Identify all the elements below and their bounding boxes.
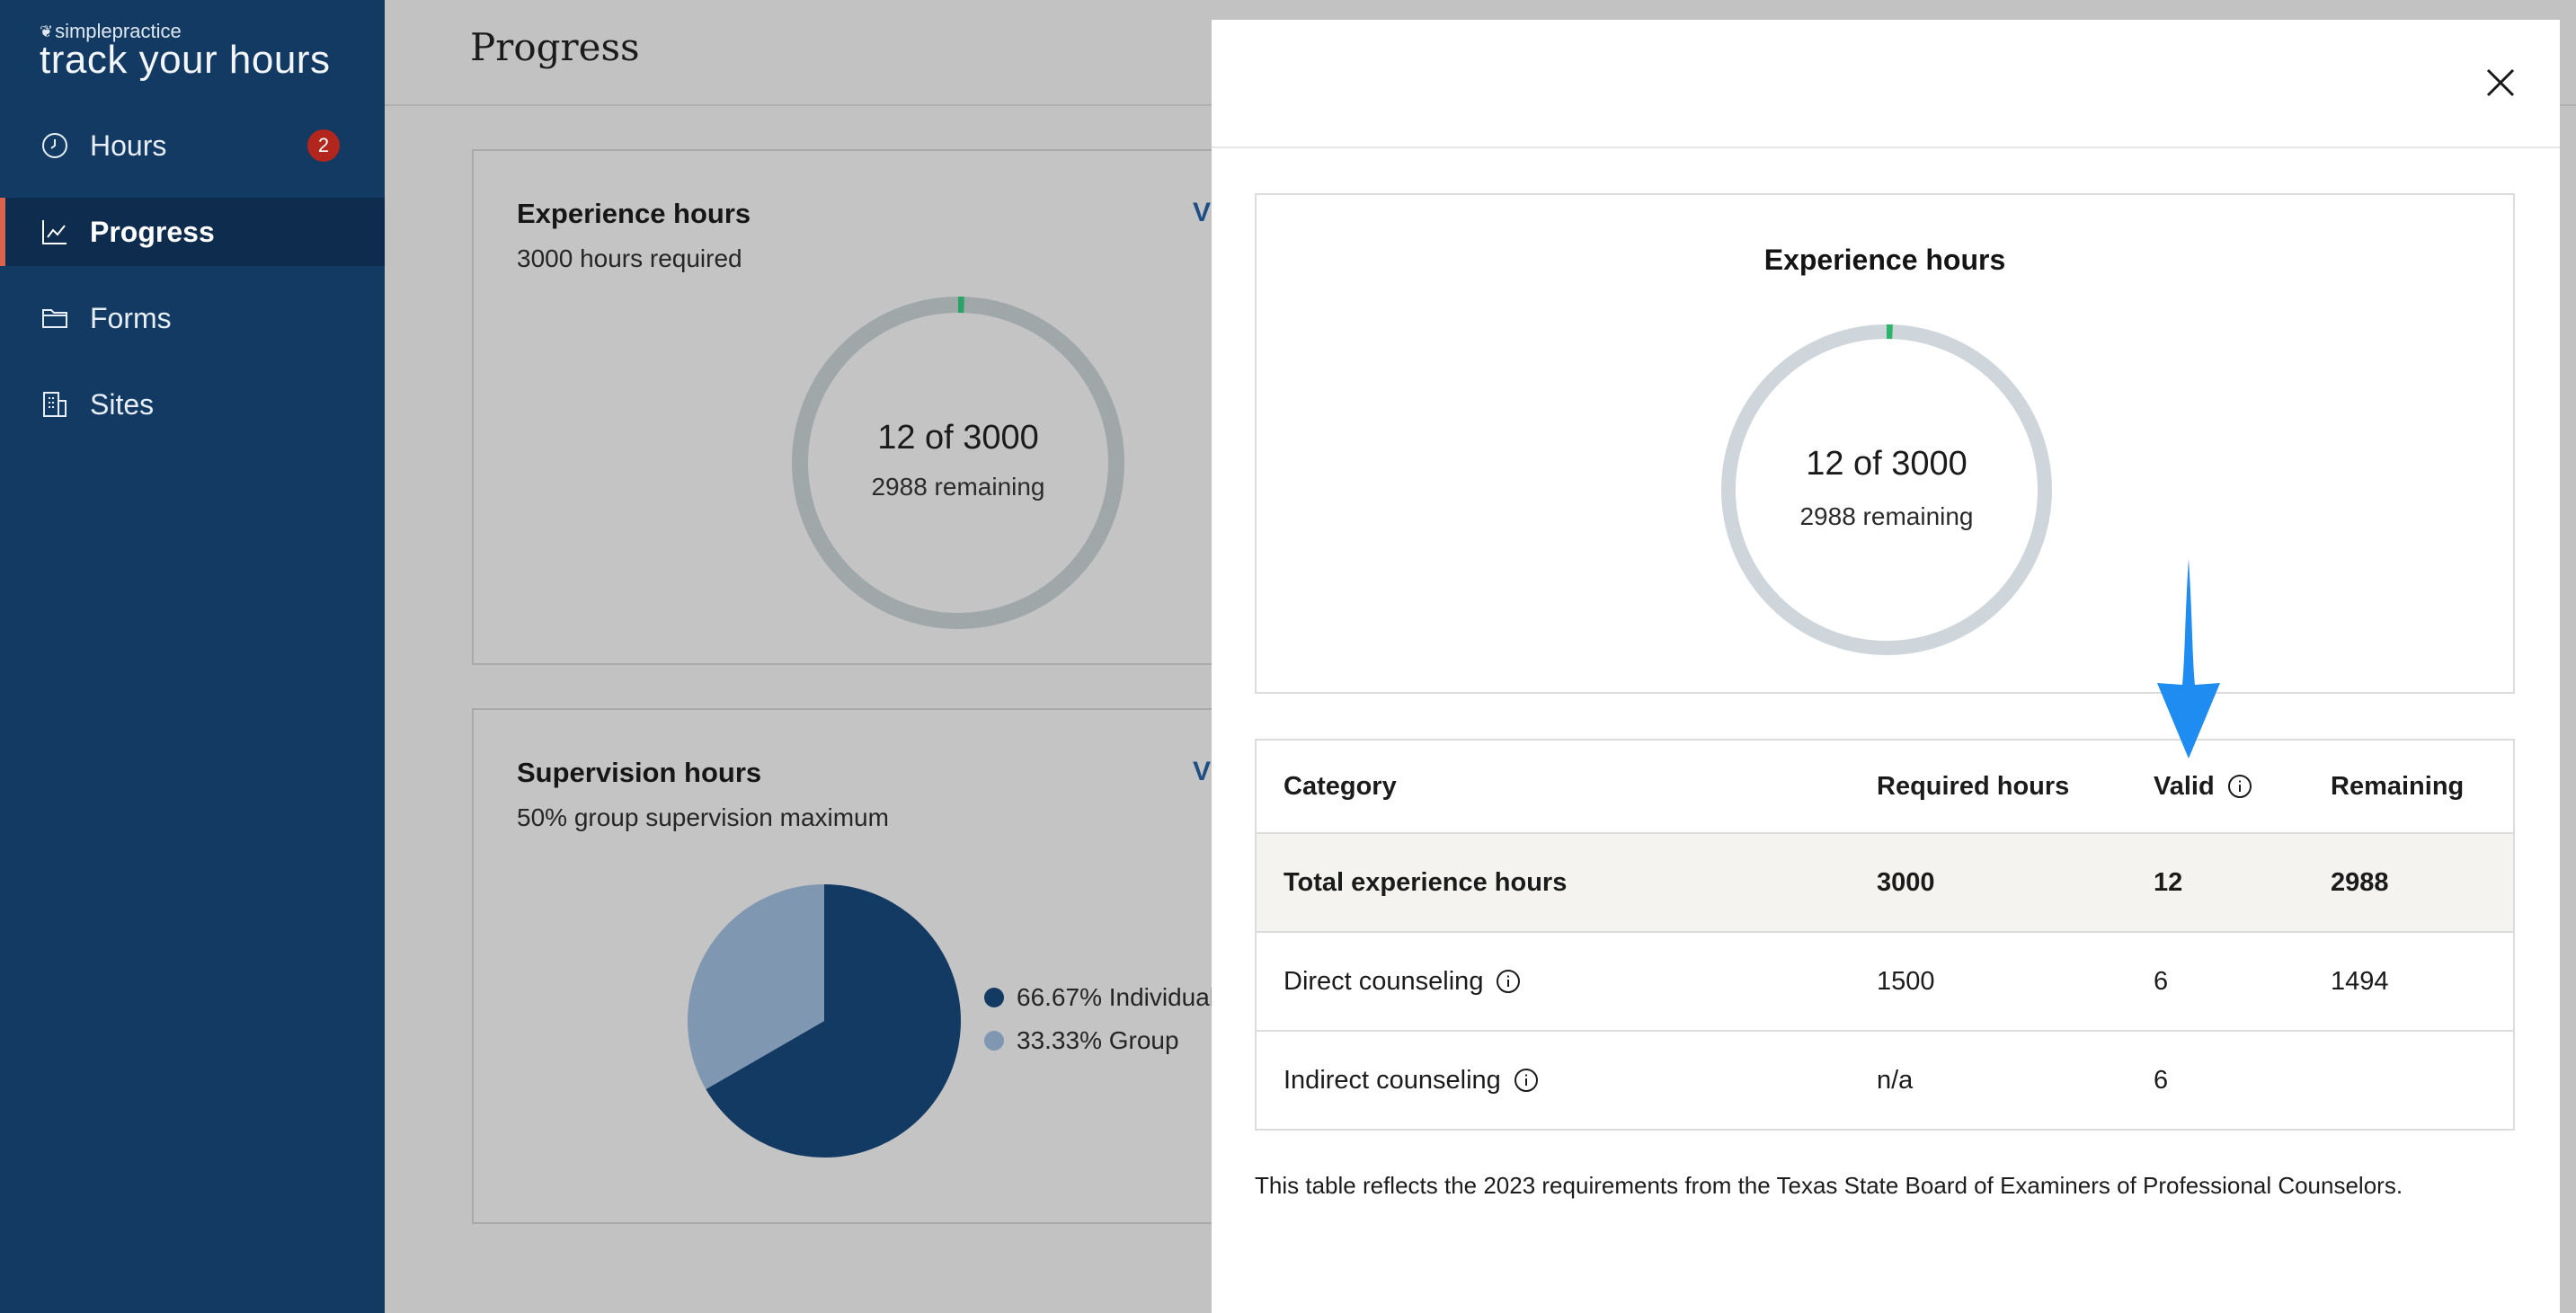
brand-logo[interactable]: track your hours — [40, 38, 331, 82]
table-row: Total experience hours 3000 12 2988 — [1257, 832, 2513, 931]
annotation-arrow-icon — [2157, 559, 2220, 759]
clock-icon — [40, 130, 70, 161]
table-header-row: Category Required hours Valid Remaining — [1257, 741, 2513, 832]
ring-value: 12 of 3000 — [1806, 445, 1968, 483]
close-icon — [2486, 68, 2515, 97]
ring-remaining: 2988 remaining — [871, 473, 1045, 501]
ring-remaining: 2988 remaining — [1799, 502, 1974, 530]
folder-icon — [40, 303, 70, 333]
cell-required: 3000 — [1877, 867, 1935, 897]
sidebar-item-label: Hours — [90, 129, 167, 162]
legend-dot — [984, 988, 1004, 1007]
card-title: Experience hours — [517, 198, 751, 229]
requirements-table: Category Required hours Valid Remaining … — [1255, 739, 2515, 1131]
card-title: Supervision hours — [517, 757, 762, 788]
sidebar: ❦ simplepractice track your hours Hours … — [0, 0, 385, 1313]
supervision-pie-chart — [688, 884, 961, 1158]
drawer-header — [1212, 20, 2560, 148]
summary-card: Experience hours 12 of 3000 2988 remaini… — [1255, 193, 2515, 694]
info-icon[interactable] — [2227, 774, 2252, 799]
info-icon[interactable] — [1514, 1068, 1539, 1093]
cell-remaining: 1494 — [2331, 966, 2389, 996]
cell-valid: 12 — [2154, 867, 2183, 897]
experience-progress-ring: 12 of 3000 2988 remaining — [788, 293, 1128, 633]
legend-label: 33.33% Group — [1017, 1026, 1179, 1054]
table-row: Indirect counseling n/a 6 — [1257, 1030, 2513, 1129]
sidebar-item-label: Progress — [90, 215, 215, 248]
header-valid-label: Valid — [2154, 771, 2215, 801]
cell-category: Total experience hours — [1284, 867, 1568, 897]
building-icon — [40, 389, 70, 420]
sidebar-item-label: Forms — [90, 301, 172, 334]
sidebar-item-forms[interactable]: Forms — [0, 284, 385, 352]
header-valid: Valid — [2154, 772, 2252, 802]
page-title: Progress — [470, 25, 640, 69]
table-row: Direct counseling 1500 6 1494 — [1257, 931, 2513, 1030]
cell-required: n/a — [1877, 1065, 1914, 1095]
card-subtitle: 50% group supervision maximum — [517, 803, 889, 831]
sidebar-item-sites[interactable]: Sites — [0, 370, 385, 439]
leaf-icon: ❦ — [40, 22, 54, 40]
legend-dot — [984, 1031, 1004, 1051]
card-subtitle: 3000 hours required — [517, 244, 742, 272]
cell-category: Direct counseling — [1284, 967, 1521, 997]
cell-remaining: 2988 — [2331, 867, 2389, 897]
table-footnote: This table reflects the 2023 requirement… — [1255, 1172, 2403, 1199]
brand-small-text: simplepractice — [55, 20, 182, 42]
legend-individual: 66.67% Individual — [984, 983, 1215, 1012]
hours-count-badge: 2 — [307, 129, 340, 162]
cell-category-label: Indirect counseling — [1284, 1065, 1501, 1095]
legend-group: 33.33% Group — [984, 1026, 1179, 1055]
cell-category-label: Direct counseling — [1284, 966, 1484, 996]
experience-details-drawer: Experience hours 12 of 3000 2988 remaini… — [1212, 20, 2560, 1313]
legend-label: 66.67% Individual — [1017, 983, 1216, 1011]
info-icon[interactable] — [1496, 969, 1521, 994]
chart-line-icon — [40, 217, 70, 247]
cell-valid: 6 — [2154, 1065, 2169, 1095]
sidebar-item-hours[interactable]: Hours 2 — [0, 111, 385, 180]
cell-required: 1500 — [1877, 966, 1935, 996]
sidebar-item-label: Sites — [90, 387, 155, 421]
brand-small: ❦ simplepractice — [40, 20, 182, 43]
header-remaining: Remaining — [2331, 771, 2465, 801]
cell-category: Indirect counseling — [1284, 1066, 1539, 1096]
header-category: Category — [1284, 771, 1397, 801]
sidebar-item-progress[interactable]: Progress — [0, 198, 385, 266]
pie-slice-group — [688, 884, 824, 1089]
summary-title: Experience hours — [1763, 244, 2006, 276]
cell-valid: 6 — [2154, 966, 2169, 996]
ring-value: 12 of 3000 — [877, 419, 1039, 457]
header-required: Required hours — [1877, 771, 2070, 801]
drawer-progress-ring: 12 of 3000 2988 remaining — [1718, 321, 2056, 659]
pie-slice-individual — [706, 884, 961, 1158]
close-button[interactable] — [2479, 61, 2522, 104]
